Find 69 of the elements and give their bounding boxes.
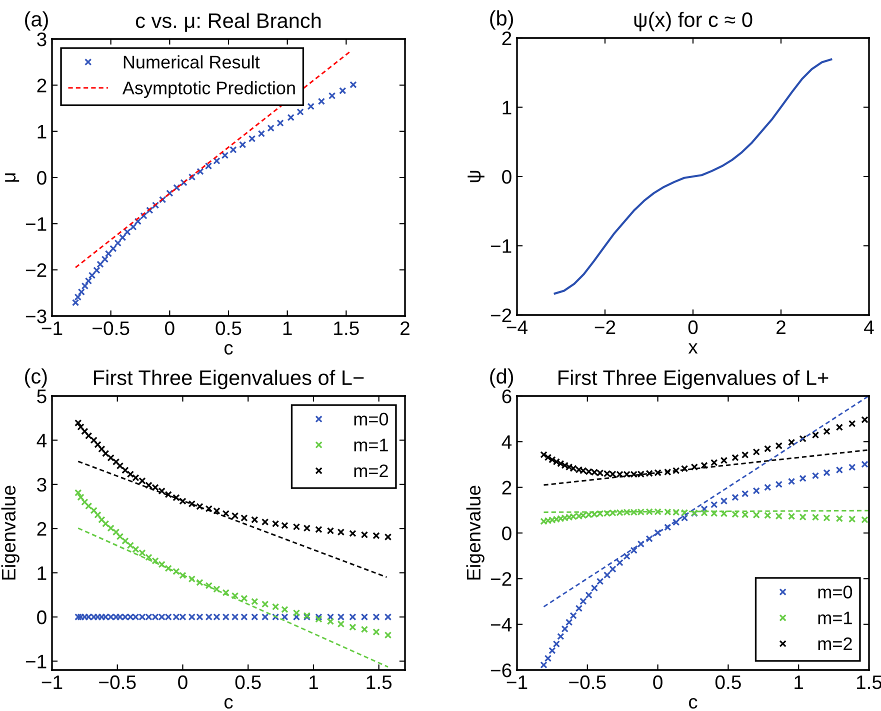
y-tick-label: 0: [37, 170, 46, 185]
y-tick-label: 0: [37, 610, 46, 624]
x-axis-title: c: [224, 344, 233, 355]
legend-label: m=0: [354, 412, 388, 426]
y-tick-label: −2: [490, 572, 512, 586]
legend-label: Asymptotic Prediction: [122, 81, 295, 98]
y-tick-label: 6: [502, 389, 512, 404]
y-tick-label: −1: [26, 654, 46, 668]
x-tick-label: 0: [688, 320, 698, 334]
y-tick-label: 2: [502, 31, 512, 46]
y-tick-label: 5: [37, 390, 46, 404]
x-axis-title: c: [224, 698, 233, 709]
y-tick-label: 0: [502, 526, 512, 540]
legend-label: Numerical Result: [124, 55, 260, 69]
y-tick-label: 2: [502, 480, 512, 494]
y-axis-title: Eigenvalue: [466, 486, 484, 580]
legend-label: m=1: [354, 438, 388, 452]
text: (c): [25, 368, 47, 388]
chart-title: c vs. μ: Real Branch: [136, 12, 321, 32]
y-tick-label: −2: [26, 263, 46, 277]
x-tick-label: −0.5: [569, 675, 606, 690]
x-tick-label: −2: [594, 320, 616, 334]
chart-title: ψ(x) for c ≈ 0: [634, 12, 752, 32]
legend-label: m=1: [818, 612, 852, 624]
x-axis-title: c: [688, 698, 698, 709]
y-tick-label: −4: [490, 618, 512, 632]
y-tick-label: −6: [490, 663, 512, 678]
chart-title: First Three Eigenvalues of L−: [94, 370, 364, 390]
y-tick-label: 1: [502, 100, 512, 114]
x-tick-label: 1: [310, 676, 318, 689]
x-tick-label: 1: [794, 676, 804, 689]
y-tick-label: 1: [38, 125, 46, 138]
y-axis-title: Eigenvalue: [1, 486, 20, 580]
y-axis-title: ψ: [468, 170, 484, 182]
text: (a): [25, 11, 48, 31]
x-tick-label: 4: [864, 320, 874, 334]
y-tick-label: 1: [38, 566, 46, 580]
x-tick-label: 2: [776, 320, 786, 334]
y-tick-label: 2: [37, 78, 46, 92]
y-tick-label: −1: [26, 217, 46, 231]
x-tick-label: −0.5: [92, 321, 130, 336]
y-tick-label: 3: [37, 478, 46, 492]
y-tick-label: −2: [490, 308, 512, 322]
y-tick-label: 4: [36, 434, 47, 448]
x-tick-label: 0.5: [715, 675, 741, 690]
x-tick-label: −0.5: [99, 675, 136, 690]
y-tick-label: −3: [26, 309, 46, 324]
y-tick-label: 3: [37, 32, 46, 46]
y-tick-label: 2: [37, 522, 46, 536]
x-tick-label: 1.5: [334, 322, 359, 336]
x-tick-label: 2: [400, 321, 410, 335]
text: (d): [490, 368, 514, 388]
legend-label: m=2: [354, 464, 388, 478]
x-tick-label: 0: [653, 675, 662, 690]
legend-label: m=2: [818, 637, 852, 650]
x-tick-label: 1.5: [366, 676, 392, 690]
y-axis-title: μ: [5, 173, 20, 182]
y-tick-label: 4: [502, 435, 512, 449]
x-tick-label: 0: [165, 321, 174, 336]
legend-label: m=0: [818, 586, 852, 598]
x-tick-label: 0.5: [235, 675, 261, 690]
chart-title: First Three Eigenvalues of L+: [558, 370, 828, 390]
x-tick-label: 0.5: [216, 321, 242, 336]
y-tick-label: 0: [502, 170, 512, 184]
x-tick-label: 1: [283, 322, 292, 335]
x-tick-label: 0: [178, 675, 188, 690]
text: (b): [490, 10, 514, 30]
x-axis-title: x: [688, 343, 698, 354]
y-tick-label: −1: [490, 239, 512, 253]
